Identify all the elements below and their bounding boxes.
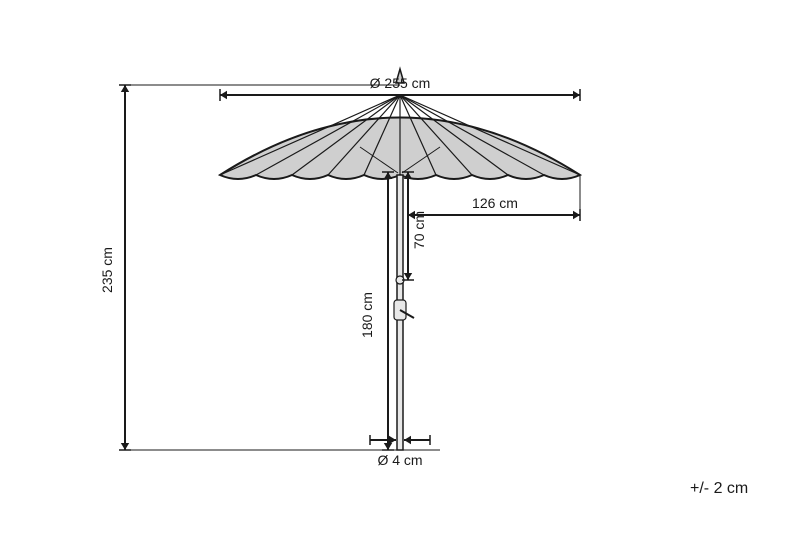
dim-clearance-180-label: 180 cm <box>359 292 375 338</box>
arrowhead <box>389 436 396 444</box>
dim-total-height-label: 235 cm <box>99 247 115 293</box>
dim-radius-label: 126 cm <box>472 195 518 211</box>
arrowhead <box>121 443 129 450</box>
arrowhead <box>404 436 411 444</box>
dim-canopy-diameter-label: Ø 255 cm <box>370 75 431 91</box>
dim-clearance-70: 70 cm <box>402 172 427 280</box>
arrowhead <box>573 211 580 219</box>
arrowhead <box>573 91 580 99</box>
dim-pole-diameter-label: Ø 4 cm <box>377 452 422 468</box>
tolerance-note: +/- 2 cm <box>690 480 748 498</box>
dim-clearance-70-label: 70 cm <box>411 211 427 249</box>
arrowhead <box>384 443 392 450</box>
dim-clearance-180: 180 cm <box>359 172 394 450</box>
dim-total-height: 235 cm <box>99 85 131 450</box>
dim-radius: 126 cm <box>408 195 580 221</box>
arrowhead <box>404 273 412 280</box>
arrowhead <box>121 85 129 92</box>
arrowhead <box>220 91 227 99</box>
